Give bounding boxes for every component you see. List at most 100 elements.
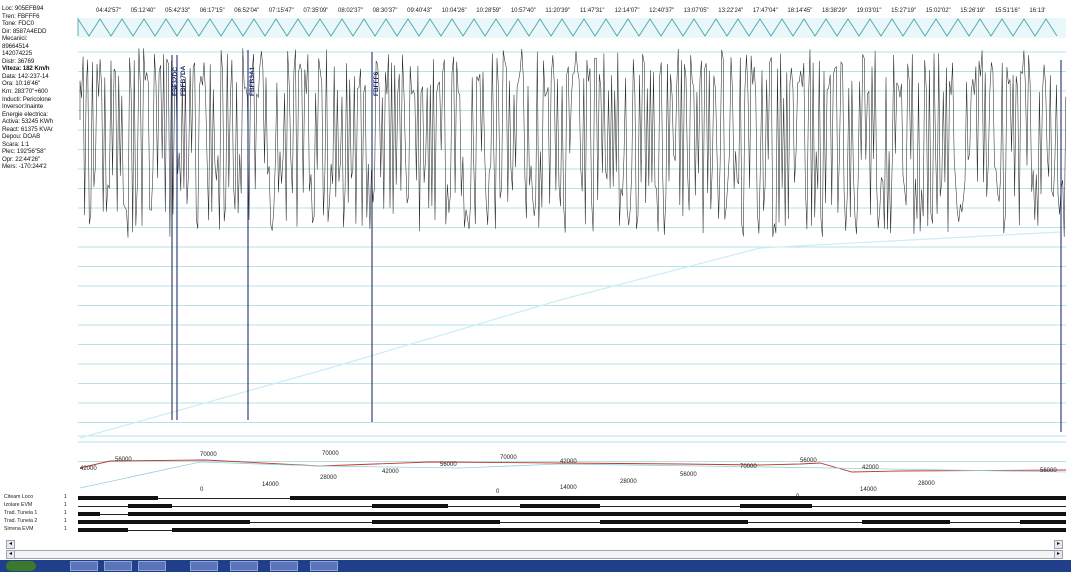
altitude-value-low: 28000 (320, 475, 337, 481)
km-label: Km: 283'70"+600 (2, 88, 48, 96)
energie-label: Energie electrica: (2, 110, 49, 118)
chart-plot-area[interactable]: 42000 56000 70000 70000 42000 56000 70000 42000… (0, 0, 1071, 548)
mecanic-1: 89664514 (2, 42, 29, 50)
time-label: 18:14'45" (787, 8, 813, 14)
time-label: 10:28'59" (476, 8, 502, 14)
time-label: 05:12'40" (130, 8, 156, 14)
taskbar-app-1[interactable] (70, 561, 98, 571)
track-segment (520, 504, 600, 508)
speed-waveform (79, 48, 1067, 439)
scroll-left-icon[interactable]: ◂ (6, 540, 15, 549)
time-label: 16:13' (1029, 8, 1046, 14)
track-label: Citeam Loco (4, 494, 34, 500)
inducti-label: Inducti: Pericolone (2, 95, 52, 103)
reacti-label: React: 61375 KVAr (2, 125, 53, 133)
track-segment (172, 528, 1066, 532)
time-label: 18:38'29" (822, 8, 847, 14)
time-label: 10:57'40" (510, 8, 536, 14)
loc-label: Loc: 905EFB94 (2, 5, 44, 12)
taskbar-app-4[interactable] (190, 561, 218, 571)
track-segment (740, 504, 812, 508)
track-segment (78, 528, 128, 532)
altitude-value: 70000 (200, 452, 217, 458)
track-label: Trad. Tuneia 2 (4, 518, 38, 524)
track-segment (372, 520, 500, 524)
taskbar-app-7[interactable] (310, 561, 338, 571)
track-segment (78, 512, 100, 516)
time-label: 13:22'24" (718, 8, 744, 14)
horizontal-scrollbar[interactable] (6, 550, 1063, 559)
time-label: 07:35'09" (303, 8, 329, 14)
triangle-wave (77, 17, 1058, 37)
start-button[interactable] (6, 561, 36, 571)
time-label: 09:40'43" (407, 8, 433, 14)
periodic-triangle-track (77, 17, 1066, 38)
taskbar-app-3[interactable] (138, 561, 166, 571)
mers-label: Mers: -170:244'2 (2, 163, 47, 171)
altitude-value-low: 14000 (262, 482, 279, 488)
marker-label: FSF32DC (172, 67, 179, 96)
tren-label: Tren: FBFFF6 (2, 12, 40, 20)
time-label: 07:15'47" (268, 8, 294, 14)
time-label: 13:07'05" (683, 8, 709, 14)
track-segment (128, 512, 1066, 516)
plec-label: Plec: 192'56"58" (2, 148, 46, 156)
time-label: 08:02'37" (338, 8, 363, 14)
track-number: 1 (64, 510, 67, 516)
track-label: Trad. Tuneia 1 (4, 510, 38, 516)
time-label: 12:14'07" (614, 8, 640, 14)
track-segment (862, 520, 950, 524)
track-segment (600, 520, 748, 524)
track-number: 1 (64, 494, 67, 500)
altitude-profile (79, 459, 1067, 489)
info-panel: Loc: 905EFB94 Tren: FBFFF6 Tone: FDC0 Di… (2, 5, 80, 171)
dir-label: Dir: 8587A4EDD (2, 27, 47, 35)
activa-label: Activa: 53245 KWh (2, 118, 53, 126)
triangle-track-bg (78, 18, 1066, 38)
time-label: 10:04'26" (441, 8, 467, 14)
altitude-value: 56000 (440, 462, 457, 468)
altitude-value: 56000 (1040, 468, 1057, 474)
altitude-value-low: 0 (200, 487, 204, 493)
taskbar-app-5[interactable] (230, 561, 258, 571)
altitude-value-low: 14000 (860, 487, 877, 493)
ora-label: Ora: 10:16'46" (2, 80, 41, 88)
altitude-value-low: 0 (496, 489, 500, 495)
speed-waveform-line (79, 48, 1067, 238)
track-number: 1 (64, 502, 67, 508)
marker-label: FBFFF6 (373, 71, 380, 96)
time-label: 19:03'01" (856, 8, 882, 14)
time-label: 04:42'57" (96, 8, 121, 14)
time-label: 15:27'19" (891, 8, 917, 14)
track-segment (290, 496, 1066, 500)
altitude-line (79, 459, 1067, 473)
track-segment (78, 496, 158, 500)
track-segment (372, 504, 448, 508)
altitude-value: 42000 (80, 466, 97, 472)
altitude-values: 42000 56000 70000 70000 42000 56000 70000 42000… (80, 451, 1057, 500)
time-label: 08:30'37" (372, 8, 398, 14)
opr-label: Opr: 22:44'26" (2, 155, 41, 163)
altitude-value: 56000 (680, 472, 697, 478)
scroll-right-icon[interactable]: ▸ (1054, 540, 1063, 549)
time-label: 11:47'31" (580, 8, 605, 14)
scroll-left-button[interactable]: ◂ (6, 550, 15, 559)
altitude-value-low: 28000 (620, 479, 637, 485)
altitude-value: 42000 (382, 469, 399, 475)
dist-label: Distr: 36769 (2, 57, 35, 65)
taskbar-app-6[interactable] (270, 561, 298, 571)
time-label: 06:17'15" (199, 8, 225, 14)
altitude-value: 56000 (800, 458, 817, 464)
marker-lines (171, 50, 1062, 432)
mecanic-2: 142074225 (2, 50, 33, 58)
altitude-value: 56000 (115, 457, 132, 463)
viteza-label: Viteza: 182 Km/h (2, 65, 50, 73)
track-baseline (78, 522, 1066, 523)
scroll-right-button[interactable]: ▸ (1054, 550, 1063, 559)
depou-label: Depou: DOAB (2, 133, 41, 141)
time-label: 05:42'33" (165, 8, 191, 14)
taskbar-app-2[interactable] (104, 561, 132, 571)
inversor-label: Inversor:Inainte (2, 103, 44, 111)
scara-label: Scara: 1:1 (2, 140, 30, 148)
track-label: Sirrena EVM (4, 526, 34, 532)
